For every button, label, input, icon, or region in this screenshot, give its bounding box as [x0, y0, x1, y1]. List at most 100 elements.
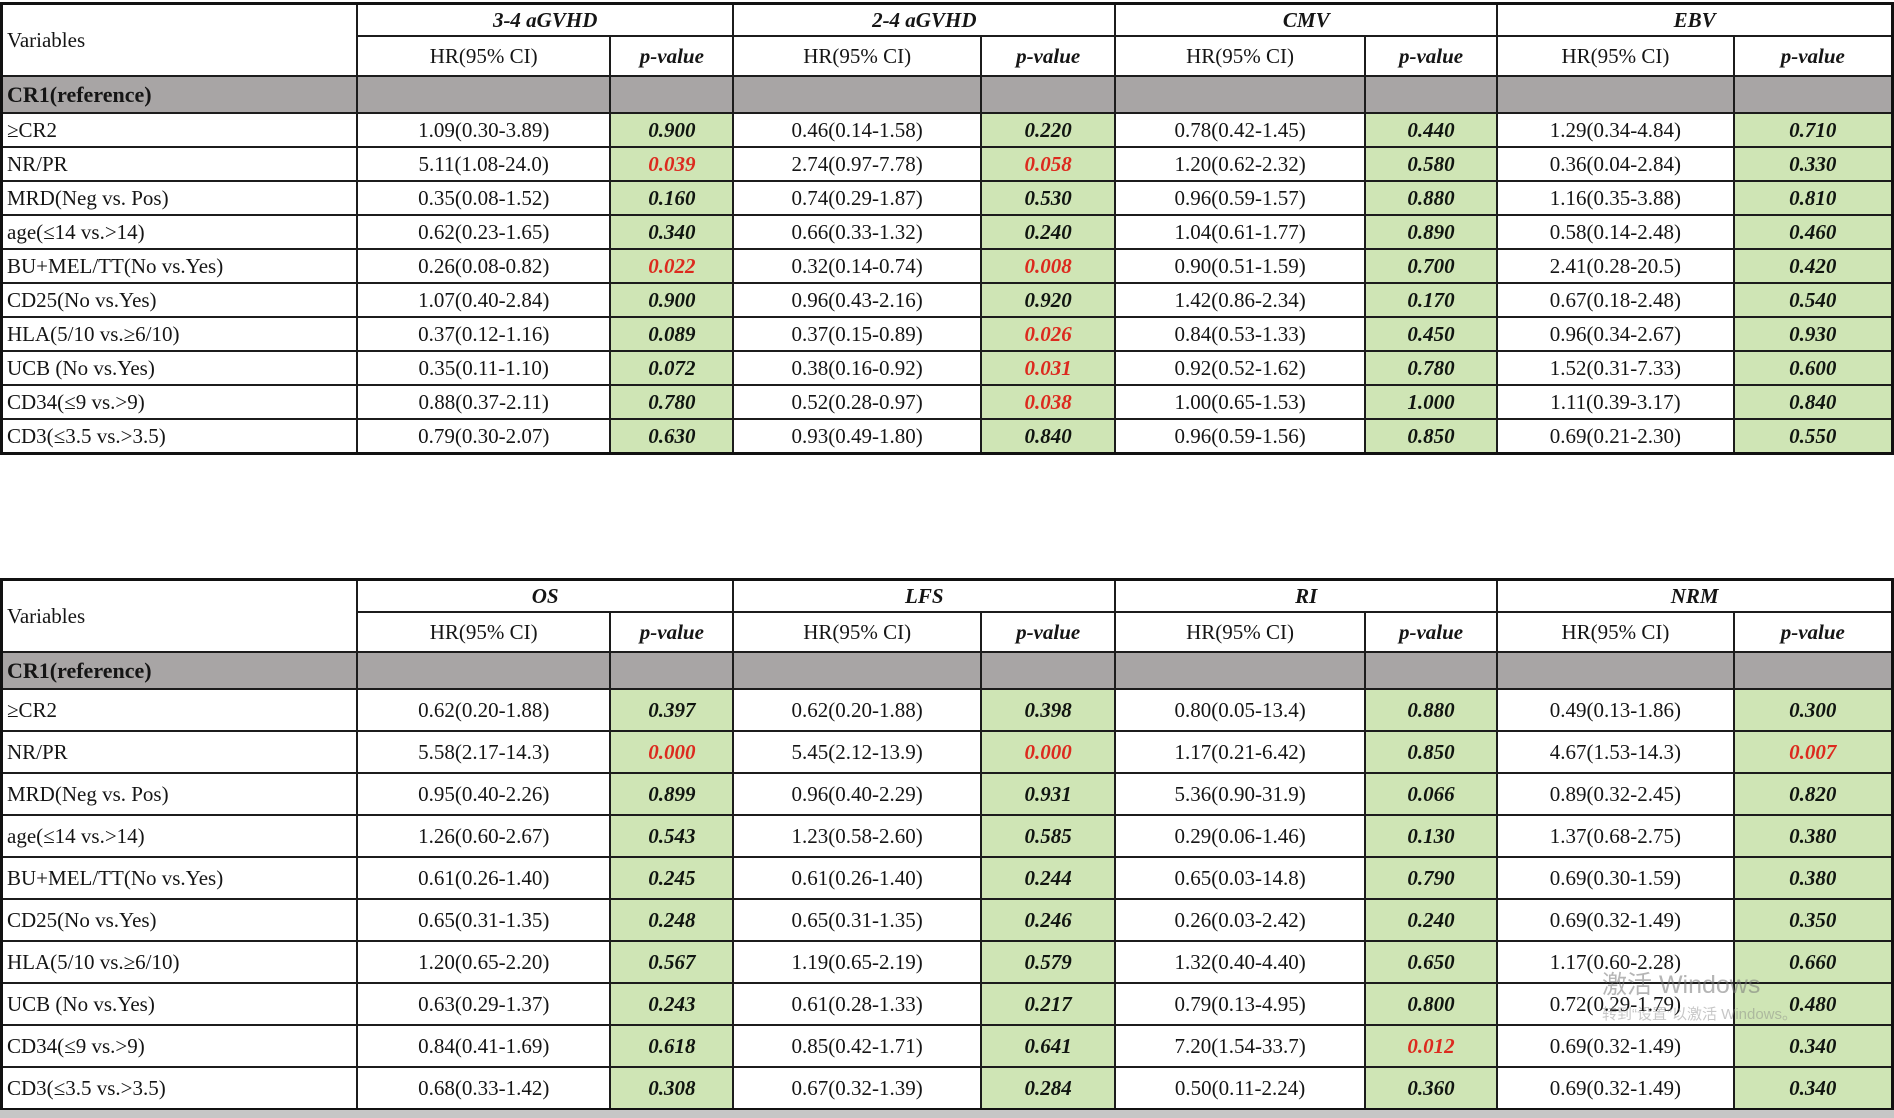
p-value: 0.840	[1732, 384, 1894, 420]
variable-label: age(≤14 vs.>14)	[0, 814, 358, 858]
hr-value: 0.50(0.11-2.24)	[1114, 1066, 1366, 1111]
univariate-table-bottom: Variables OS LFS RI NRM HR(95% CI) p-value HR(9…	[0, 578, 1894, 1111]
variable-label: NR/PR	[0, 730, 358, 774]
hr-value: 0.89(0.32-2.45)	[1496, 772, 1735, 816]
hr-value: 1.07(0.40-2.84)	[355, 282, 612, 318]
p-value: 0.931	[980, 772, 1117, 816]
group-header-3-4-agvhd: 3-4 aGVHD	[355, 2, 735, 37]
p-value: 0.089	[609, 316, 735, 352]
p-value: 0.660	[1732, 940, 1894, 984]
variable-label: HLA(5/10 vs.≥6/10)	[0, 940, 358, 984]
p-value: 0.480	[1732, 982, 1894, 1026]
reference-empty-cell	[1114, 75, 1366, 114]
p-value: 0.700	[1363, 248, 1499, 284]
reference-empty-cell	[1732, 651, 1894, 690]
hr-value: 7.20(1.54-33.7)	[1114, 1024, 1366, 1068]
group-header-row: Variables 3-4 aGVHD 2-4 aGVHD CMV EBV	[0, 2, 1894, 77]
p-value: 0.066	[1363, 772, 1499, 816]
hr-value: 0.69(0.32-1.49)	[1496, 1066, 1735, 1111]
hr-value: 0.84(0.41-1.69)	[355, 1024, 612, 1068]
hr-value: 5.45(2.12-13.9)	[732, 730, 983, 774]
table-row: BU+MEL/TT(No vs.Yes) 0.61(0.26-1.40) 0.245…	[0, 856, 1894, 900]
p-value-header-nrm: p-value	[1732, 611, 1894, 653]
variable-label: age(≤14 vs.>14)	[0, 214, 358, 250]
p-value: 0.170	[1363, 282, 1499, 318]
p-value: 0.243	[609, 982, 735, 1026]
p-value: 0.246	[980, 898, 1117, 942]
table-header: Variables 3-4 aGVHD 2-4 aGVHD CMV EBV HR(95% …	[0, 2, 1894, 77]
hr-value: 0.79(0.30-2.07)	[355, 418, 612, 455]
hr-value: 2.41(0.28-20.5)	[1496, 248, 1735, 284]
hr-value: 0.80(0.05-13.4)	[1114, 688, 1366, 732]
p-value: 0.240	[1363, 898, 1499, 942]
p-value: 0.850	[1363, 418, 1499, 455]
p-value-header-os: p-value	[609, 611, 735, 653]
table-row: NR/PR 5.11(1.08-24.0) 0.039 2.74(0.97-7.78)…	[0, 146, 1894, 182]
table-row: CD34(≤9 vs.>9) 0.88(0.37-2.11) 0.780 0.52(0…	[0, 384, 1894, 420]
p-value-header-2-4-agvhd: p-value	[980, 35, 1117, 77]
p-value: 0.543	[609, 814, 735, 858]
p-value: 0.880	[1363, 180, 1499, 216]
group-header-2-4-agvhd: 2-4 aGVHD	[732, 2, 1117, 37]
table-row: age(≤14 vs.>14) 0.62(0.23-1.65) 0.340 0.66(…	[0, 214, 1894, 250]
hr-value: 0.35(0.11-1.10)	[355, 350, 612, 386]
p-value: 0.780	[609, 384, 735, 420]
table-row: CD3(≤3.5 vs.>3.5) 0.79(0.30-2.07) 0.630 0.9…	[0, 418, 1894, 455]
reference-empty-cell	[980, 651, 1117, 690]
reference-empty-cell	[355, 651, 612, 690]
variable-label: ≥CR2	[0, 112, 358, 148]
table-row: NR/PR 5.58(2.17-14.3) 0.000 5.45(2.12-13.9)…	[0, 730, 1894, 774]
reference-row: CR1(reference)	[0, 651, 1894, 690]
subheader-row: HR(95% CI) p-value HR(95% CI) p-value HR(95%…	[2, 611, 1894, 653]
hr-value: 1.17(0.21-6.42)	[1114, 730, 1366, 774]
hr-ci-header-os: HR(95% CI)	[355, 611, 612, 653]
p-value: 0.330	[1732, 146, 1894, 182]
hr-value: 1.16(0.35-3.88)	[1496, 180, 1735, 216]
hr-value: 0.65(0.03-14.8)	[1114, 856, 1366, 900]
variable-label: BU+MEL/TT(No vs.Yes)	[0, 248, 358, 284]
reference-row: CR1(reference)	[0, 75, 1894, 114]
p-value: 0.900	[609, 112, 735, 148]
p-value: 0.300	[1732, 688, 1894, 732]
variable-label: MRD(Neg vs. Pos)	[0, 772, 358, 816]
p-value: 0.450	[1363, 316, 1499, 352]
hr-ci-header-2-4-agvhd: HR(95% CI)	[732, 35, 983, 77]
reference-empty-cell	[1732, 75, 1894, 114]
hr-value: 0.69(0.30-1.59)	[1496, 856, 1735, 900]
reference-empty-cell	[355, 75, 612, 114]
hr-value: 0.96(0.34-2.67)	[1496, 316, 1735, 352]
reference-empty-cell	[1363, 651, 1499, 690]
variables-header: Variables	[0, 578, 358, 653]
p-value: 0.340	[1732, 1024, 1894, 1068]
p-value: 0.579	[980, 940, 1117, 984]
variable-label: HLA(5/10 vs.≥6/10)	[0, 316, 358, 352]
hr-value: 0.62(0.20-1.88)	[355, 688, 612, 732]
table-body: CR1(reference) ≥CR2 1.09(0.30-3.89) 0.900 0.…	[0, 75, 1894, 455]
p-value: 0.038	[980, 384, 1117, 420]
p-value: 0.000	[609, 730, 735, 774]
p-value: 0.000	[980, 730, 1117, 774]
hr-value: 5.11(1.08-24.0)	[355, 146, 612, 182]
hr-value: 0.26(0.08-0.82)	[355, 248, 612, 284]
hr-value: 0.66(0.33-1.32)	[732, 214, 983, 250]
hr-value: 0.68(0.33-1.42)	[355, 1066, 612, 1111]
hr-value: 0.84(0.53-1.33)	[1114, 316, 1366, 352]
hr-value: 0.69(0.21-2.30)	[1496, 418, 1735, 455]
hr-value: 0.38(0.16-0.92)	[732, 350, 983, 386]
reference-empty-cell	[1496, 651, 1735, 690]
p-value: 0.641	[980, 1024, 1117, 1068]
hr-value: 0.96(0.59-1.57)	[1114, 180, 1366, 216]
p-value: 0.899	[609, 772, 735, 816]
variable-label: CD34(≤9 vs.>9)	[0, 1024, 358, 1068]
table-body: CR1(reference) ≥CR2 0.62(0.20-1.88) 0.397 0.…	[0, 651, 1894, 1111]
p-value: 0.031	[980, 350, 1117, 386]
p-value: 0.618	[609, 1024, 735, 1068]
hr-ci-header-ebv: HR(95% CI)	[1496, 35, 1735, 77]
p-value: 0.650	[1363, 940, 1499, 984]
p-value: 0.026	[980, 316, 1117, 352]
hr-value: 0.35(0.08-1.52)	[355, 180, 612, 216]
hr-value: 1.04(0.61-1.77)	[1114, 214, 1366, 250]
table-row: age(≤14 vs.>14) 1.26(0.60-2.67) 0.543 1.23(…	[0, 814, 1894, 858]
hr-value: 5.58(2.17-14.3)	[355, 730, 612, 774]
hr-value: 0.92(0.52-1.62)	[1114, 350, 1366, 386]
